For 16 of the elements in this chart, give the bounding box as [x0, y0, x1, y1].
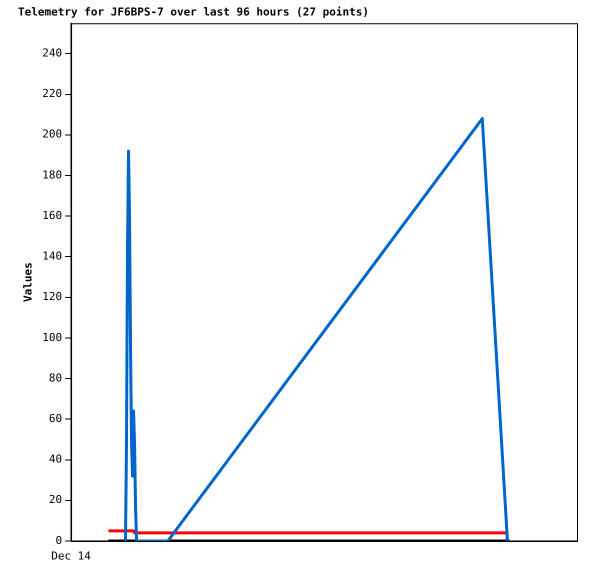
y-tick-label: 20 [48, 493, 62, 506]
y-tick-label: 0 [55, 534, 62, 547]
y-tick-label: 40 [48, 452, 62, 466]
text: Dec 14 [51, 549, 92, 562]
chart-title: Telemetry for JF6BPS-7 over last 96 hours (27 points) [18, 5, 369, 18]
y-tick-label: 180 [42, 168, 62, 182]
y-tick-label: 240 [42, 46, 62, 60]
y-tick-label: 120 [42, 290, 62, 304]
y-tick-label: 220 [42, 87, 62, 100]
y-tick-label: 80 [48, 371, 62, 384]
y-tick-label: 200 [42, 128, 62, 141]
y-tick-label: 60 [48, 412, 62, 426]
y-axis-title: Values [21, 262, 34, 302]
y-tick-label: 100 [42, 330, 62, 344]
y-tick-label: 160 [42, 208, 62, 222]
y-tick-label: 140 [42, 250, 62, 263]
